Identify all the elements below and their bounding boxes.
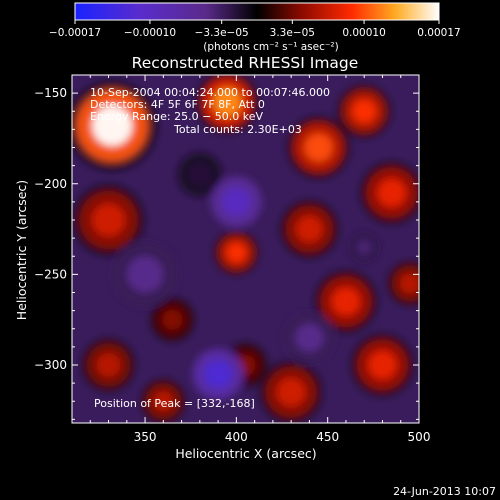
annotation-energy-range: Energy Range: 25.0 − 50.0 keV bbox=[90, 110, 264, 123]
source-core bbox=[399, 273, 419, 294]
source-core bbox=[126, 256, 164, 293]
colorbar-tick-label: 3.3e−05 bbox=[270, 27, 315, 39]
source-core bbox=[96, 352, 121, 378]
x-tick-label: 450 bbox=[316, 430, 339, 444]
annotation-peak-position: Position of Peak = [332,-168] bbox=[94, 397, 255, 410]
source-core bbox=[352, 99, 377, 124]
x-tick-label: 400 bbox=[225, 430, 248, 444]
x-tick-label: 500 bbox=[408, 430, 431, 444]
source-core bbox=[92, 203, 125, 237]
source-core bbox=[277, 378, 306, 407]
image-data bbox=[72, 75, 419, 423]
colorbar-tick-label: −3.3e−05 bbox=[195, 27, 249, 39]
y-axis-label: Heliocentric Y (arcsec) bbox=[14, 180, 29, 320]
colorbar-tick-label: 0.00010 bbox=[342, 27, 385, 39]
colorbar-tick-label: −0.00010 bbox=[124, 27, 176, 39]
colorbar bbox=[74, 2, 440, 21]
source-core bbox=[153, 391, 174, 412]
y-tick-label: −250 bbox=[34, 267, 67, 281]
plot-frame bbox=[71, 74, 420, 424]
annotation-detectors: Detectors: 4F 5F 6F 7F 8F, Att 0 bbox=[90, 98, 265, 111]
x-tick-label: 350 bbox=[134, 430, 157, 444]
source-core bbox=[377, 178, 406, 207]
y-tick-label: −150 bbox=[34, 86, 67, 100]
annotation-time-range: 10-Sep-2004 00:04:24.000 to 00:07:46.000 bbox=[90, 86, 330, 99]
source-core bbox=[296, 216, 323, 243]
colorbar-tick-label: −0.00017 bbox=[49, 27, 101, 39]
source-core bbox=[226, 242, 247, 263]
source-core bbox=[92, 105, 133, 146]
axis-ticks: 350 400 450 500 −150 −200 −250 −300 bbox=[34, 74, 431, 444]
source-core bbox=[213, 88, 242, 117]
source-core bbox=[222, 187, 251, 216]
source-core bbox=[368, 350, 397, 380]
source-core bbox=[187, 162, 212, 187]
y-tick-label: −300 bbox=[34, 358, 67, 372]
source-core bbox=[304, 133, 333, 162]
footer-date: 24-Jun-2013 10:07 bbox=[393, 485, 496, 498]
x-axis-label: Heliocentric X (arcsec) bbox=[175, 446, 316, 461]
source-core bbox=[162, 309, 183, 330]
source-core bbox=[331, 287, 361, 316]
y-tick-label: −200 bbox=[34, 177, 67, 191]
chart-title: Reconstructed RHESSI Image bbox=[132, 54, 359, 72]
colorbar-ticks: −0.00017 −0.00010 −3.3e−05 3.3e−05 0.00010 0.… bbox=[49, 20, 461, 39]
source-core bbox=[295, 323, 324, 352]
source-core bbox=[356, 239, 373, 256]
colorbar-tick-label: 0.00017 bbox=[417, 27, 460, 39]
annotation-total-counts: Total counts: 2.30E+03 bbox=[173, 123, 302, 136]
source-core bbox=[204, 359, 233, 389]
colorbar-units-label: (photons cm⁻² s⁻¹ asec⁻²) bbox=[203, 41, 338, 53]
